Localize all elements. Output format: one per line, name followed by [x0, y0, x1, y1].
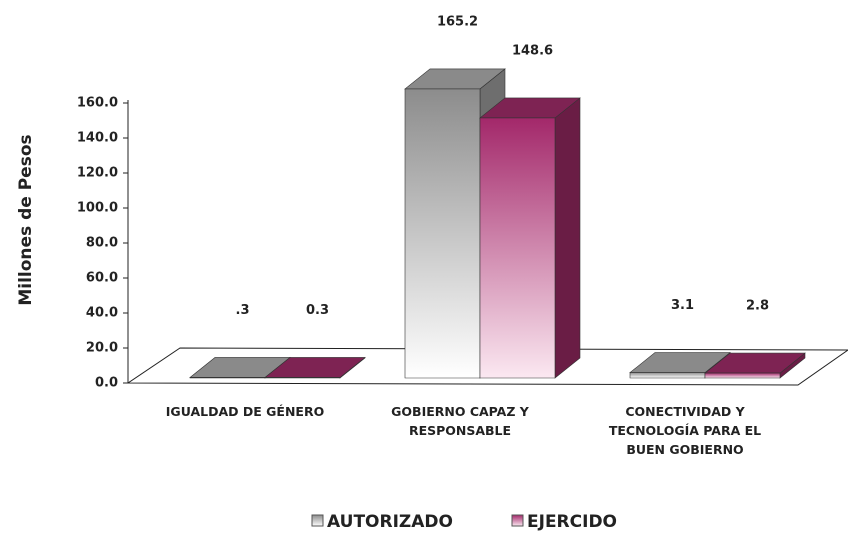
value-label: 148.6	[512, 43, 553, 58]
bar-face	[404, 88, 481, 379]
y-tick-label: 100.0	[77, 201, 118, 216]
y-tick-label: 140.0	[77, 131, 118, 146]
x-tick-label: GOBIERNO CAPAZ Y RESPONSABLE	[391, 404, 529, 438]
bar-face	[189, 377, 266, 379]
bar	[479, 97, 581, 379]
y-tick-label: 120.0	[77, 166, 118, 181]
bar	[264, 356, 366, 379]
bar-face	[554, 97, 581, 379]
legend-label: AUTORIZADO	[327, 512, 453, 532]
legend-swatch	[311, 514, 324, 527]
bar	[629, 351, 731, 379]
legend-swatch	[511, 514, 524, 527]
legend-label: EJERCIDO	[527, 512, 617, 532]
y-tick-label: 160.0	[77, 96, 118, 111]
x-tick-label: CONECTIVIDAD Y TECNOLOGÍA PARA EL BUEN G…	[608, 404, 762, 457]
value-label: 165.2	[437, 14, 478, 29]
bar	[704, 352, 806, 379]
value-label: 0.3	[306, 303, 329, 318]
value-label: 2.8	[746, 299, 769, 314]
y-tick-label: 60.0	[86, 271, 118, 286]
y-tick-label: 80.0	[86, 236, 118, 251]
y-tick-label: 40.0	[86, 306, 118, 321]
x-tick-label: IGUALDAD DE GÉNERO	[165, 404, 325, 419]
value-label: 3.1	[671, 298, 694, 313]
bar-face	[629, 372, 706, 379]
value-label: .3	[236, 303, 250, 318]
bar-face	[264, 377, 341, 379]
bar-face	[704, 372, 781, 379]
y-tick-label: 0.0	[95, 376, 118, 391]
bar-face	[479, 117, 556, 379]
y-axis-title: Millones de Pesos	[16, 134, 36, 305]
y-tick-label: 20.0	[86, 341, 118, 356]
